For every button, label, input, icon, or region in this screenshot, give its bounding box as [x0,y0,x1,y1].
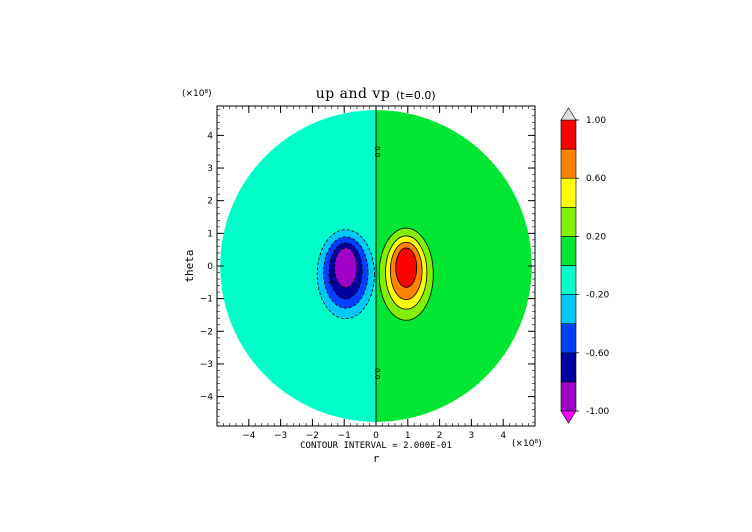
x-tick-label: 1 [405,431,411,441]
y-axis-label: theta [183,249,196,282]
colorbar-box [560,265,577,295]
field-layer: 0.0 0.0 -0.4 [220,110,532,422]
contour-positive-0_8 [395,247,418,288]
colorbar-box [560,381,577,412]
x-tick-label: 2 [437,431,443,441]
y-tick-label: 0 [207,262,213,272]
colorbar-box [560,207,577,237]
y-multiplier: (×10⁸) [182,89,212,99]
chart-title: up and vp [316,86,391,102]
x-tick-label: −3 [274,431,287,441]
x-multiplier: (×10⁸) [512,439,542,449]
y-tick-label: 4 [207,131,213,141]
y-tick-label: −4 [200,393,214,403]
colorbar-box [560,294,577,325]
colorbar-under-triangle [560,410,577,424]
y-tick-label: 2 [207,197,213,207]
x-tick-label: 3 [469,431,475,441]
colorbar-box [560,177,577,208]
x-tick-label: −1 [338,431,351,441]
x-axis-label: r [373,452,380,465]
colorbar-over-triangle [560,107,577,121]
colorbar: -1.00 -0.60 -0.20 0.20 0.60 1.00 [560,107,610,424]
contour-negative-0_8 [334,247,358,288]
y-tick-label: −2 [200,327,213,337]
contour-label: 0.0 [373,368,381,379]
chart-title-suffix: (t=0.0) [396,89,436,102]
colorbar-tick-label: -0.60 [586,349,610,359]
colorbar-box [560,119,577,150]
x-tick-label: 4 [500,431,506,441]
colorbar-box [560,236,577,266]
contour-label: -0.4 [326,271,334,285]
colorbar-box [560,323,577,354]
axes: −4 −3 −2 −1 0 1 2 3 4 −4 −3 −2 −1 0 1 2 3 4 [200,105,536,441]
colorbar-tick-label: 0.20 [586,232,606,242]
contour-label: 0.0 [373,146,381,157]
colorbar-tick-label: 0.60 [586,174,606,184]
colorbar-tick-label: -0.20 [586,291,610,301]
colorbar-box [560,352,577,383]
y-tick-label: −1 [200,295,213,305]
x-tick-label: 0 [373,431,379,441]
contour-interval-note: CONTOUR INTERVAL = 2.000E-01 [300,441,452,451]
colorbar-tick-label: -1.00 [586,407,610,417]
x-tick-label: −4 [242,431,256,441]
y-tick-label: 1 [207,229,213,239]
x-tick-label: −2 [306,431,319,441]
y-tick-label: 3 [207,164,213,174]
y-tick-label: −3 [200,360,213,370]
colorbar-tick-label: 1.00 [586,116,606,126]
colorbar-box [560,148,577,179]
